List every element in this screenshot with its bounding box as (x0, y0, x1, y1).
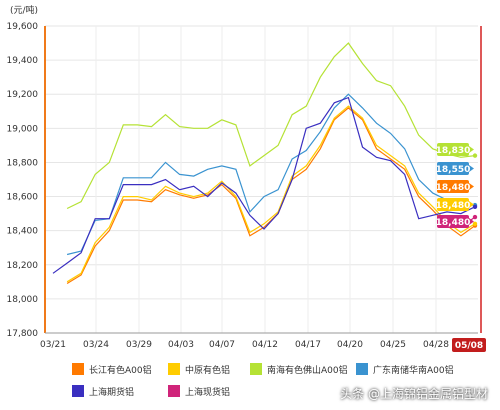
y-tick-label: 19,200 (7, 90, 39, 100)
legend-swatch (168, 363, 180, 375)
series-line (52, 96, 476, 274)
series-end-dot (472, 221, 478, 227)
series-line (66, 107, 476, 285)
series-end-dot (472, 153, 478, 158)
x-tick-label: 03/29 (126, 340, 152, 350)
legend-label: 上海期货铝 (89, 387, 135, 398)
value-badges: 18,830 18,550 18,480 18,480 18,480 (436, 143, 474, 228)
value-badge-label: 18,480 (436, 201, 471, 211)
current-date-badge (452, 338, 486, 352)
value-badge-pointer (469, 146, 474, 153)
value-badge-label: 18,550 (436, 165, 471, 175)
value-badge-label: 18,480 (436, 183, 471, 193)
x-tick-label: 03/21 (40, 340, 66, 350)
x-tick-label: 04/20 (337, 340, 363, 350)
axes: 17,800 18,000 18,200 18,400 18,600 18,800 19,0… (7, 22, 486, 352)
series-end-dot (472, 204, 478, 209)
gridlines (45, 25, 478, 334)
legend-item[interactable]: 上海期货铝 (72, 384, 134, 398)
legend: 长江有色A00铝 中原有色铝 南海有色佛山A00铝 广东南储华南A00铝 上海期… (72, 362, 492, 402)
value-badge (437, 198, 469, 211)
series-line (66, 42, 476, 210)
y-tick-label: 18,400 (7, 227, 39, 237)
legend-label: 南海有色佛山A00铝 (267, 365, 348, 376)
watermark: 头条 @上海锦铝金属铝型材 (340, 387, 488, 401)
y-tick-label: 18,000 (7, 295, 39, 305)
x-tick-label: 04/28 (423, 340, 449, 350)
y-tick-label: 19,000 (7, 124, 39, 134)
series-end-dot (472, 214, 478, 220)
value-badge (437, 143, 469, 156)
current-date-label: 05/08 (455, 341, 483, 351)
legend-item[interactable]: 长江有色A00铝 (72, 362, 152, 376)
y-tick-label: 19,400 (7, 56, 39, 66)
y-tick-label: 18,600 (7, 193, 39, 203)
value-badge-label: 18,480 (436, 218, 471, 228)
x-tick-label: 04/25 (380, 340, 406, 350)
legend-swatch (250, 363, 262, 375)
value-badge-label: 18,830 (436, 146, 471, 156)
legend-item[interactable]: 广东南储华南A00铝 (356, 362, 454, 376)
legend-label: 上海现货铝 (185, 387, 231, 398)
legend-swatch (356, 363, 368, 375)
value-badge (437, 162, 469, 175)
series-line (66, 105, 476, 283)
legend-swatch (72, 385, 84, 397)
x-tick-label: 04/03 (168, 340, 194, 350)
legend-swatch (72, 363, 84, 375)
value-badge (437, 180, 469, 193)
y-tick-label: 19,600 (7, 22, 39, 32)
value-badge (437, 215, 469, 228)
x-tick-label: 04/07 (209, 340, 235, 350)
y-unit-label: (元/吨) (10, 4, 38, 16)
value-badge-pointer (469, 165, 474, 172)
legend-item[interactable]: 南海有色佛山A00铝 (250, 362, 348, 376)
legend-item[interactable]: 中原有色铝 (168, 362, 230, 376)
x-tick-label: 04/17 (295, 340, 321, 350)
y-tick-label: 18,200 (7, 261, 39, 271)
series-line (66, 93, 475, 256)
y-tick-label: 17,800 (7, 329, 39, 339)
y-tick-label: 18,800 (7, 158, 39, 168)
value-badge-pointer (469, 201, 474, 208)
legend-label: 中原有色铝 (185, 365, 231, 376)
legend-swatch (168, 385, 180, 397)
legend-item[interactable]: 上海现货铝 (168, 384, 230, 398)
x-tick-label: 03/24 (83, 340, 109, 350)
value-badge-pointer (469, 218, 474, 225)
value-badge-pointer (469, 183, 474, 190)
legend-label: 广东南储华南A00铝 (373, 365, 454, 376)
legend-label: 长江有色A00铝 (89, 365, 152, 376)
x-tick-label: 04/12 (252, 340, 278, 350)
